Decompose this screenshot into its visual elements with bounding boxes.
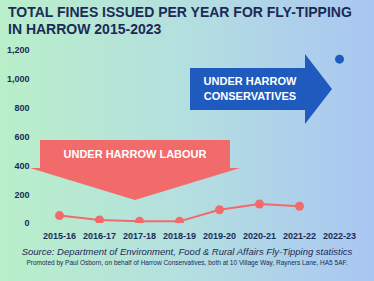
- svg-text:600: 600: [14, 132, 29, 142]
- svg-text:2017-18: 2017-18: [123, 231, 156, 241]
- svg-text:800: 800: [14, 103, 29, 113]
- svg-text:400: 400: [14, 161, 29, 171]
- svg-text:2016-17: 2016-17: [83, 231, 116, 241]
- svg-text:0: 0: [24, 218, 29, 228]
- svg-text:2019-20: 2019-20: [203, 231, 236, 241]
- svg-text:2022-23: 2022-23: [323, 231, 356, 241]
- svg-text:UNDER HARROWCONSERVATIVES: UNDER HARROWCONSERVATIVES: [204, 75, 298, 102]
- svg-text:200: 200: [14, 190, 29, 200]
- svg-text:UNDER HARROW LABOUR: UNDER HARROW LABOUR: [64, 148, 207, 160]
- svg-text:2015-16: 2015-16: [43, 231, 76, 241]
- svg-text:2018-19: 2018-19: [163, 231, 196, 241]
- html-text:Source: Department of Environm: Source: Department of Environment, Food …: [21, 246, 353, 257]
- html-text:TOTAL FINES ISSUED PER YEAR FO: TOTAL FINES ISSUED PER YEAR FOR FLY-TIPP…: [8, 4, 352, 37]
- html-text:Promoted by Paul Osborn, on be: Promoted by Paul Osborn, on behalf of Ha…: [26, 259, 348, 266]
- svg-text:1,200: 1,200: [7, 45, 30, 55]
- svg-text:2020-21: 2020-21: [243, 231, 276, 241]
- svg-text:1,000: 1,000: [7, 74, 30, 84]
- svg-text:2021-22: 2021-22: [283, 231, 316, 241]
